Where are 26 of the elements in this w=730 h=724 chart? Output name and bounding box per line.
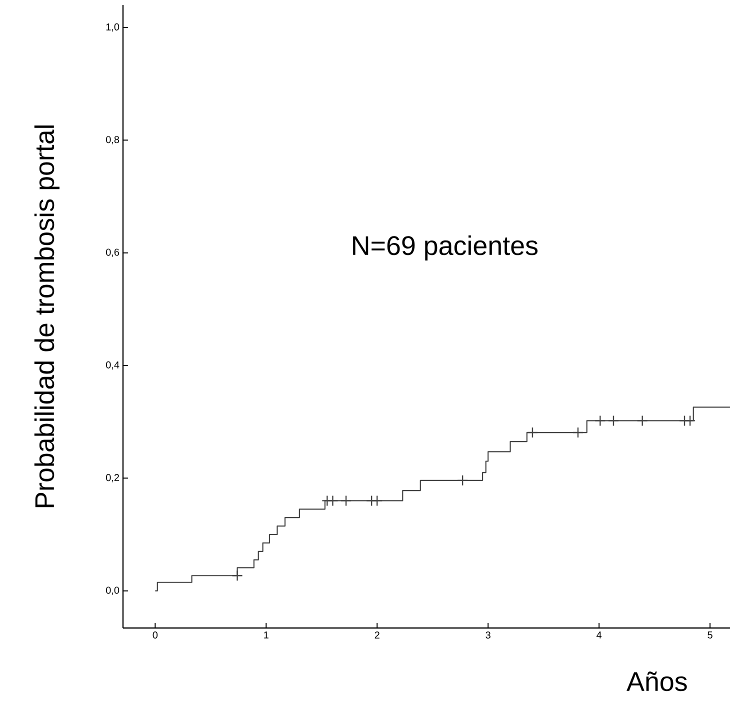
point	[232, 570, 243, 582]
y-tick-label: 1,0	[106, 23, 120, 32]
x-axis-title: Años	[626, 672, 687, 692]
y-axis-title: Probabilidad de trombosis portal	[34, 126, 60, 508]
y-tick-label: 0,8	[106, 136, 120, 144]
y-tick-label: 0,4	[106, 361, 120, 370]
x-tick-label: 4	[596, 632, 602, 638]
point	[327, 495, 338, 506]
x-tick-label: 0	[152, 632, 158, 639]
point	[340, 495, 352, 506]
x-tick-label: 3	[486, 632, 490, 639]
point	[572, 426, 584, 438]
point	[372, 495, 383, 506]
x-tick-label: 5	[708, 632, 712, 638]
point	[456, 474, 468, 486]
point	[636, 415, 648, 426]
point	[684, 415, 696, 426]
y-tick-label: 0,0	[106, 586, 120, 595]
y-tick-label: 0,2	[106, 474, 119, 482]
point	[608, 415, 620, 426]
annotation: N=69 pacientes	[353, 235, 538, 260]
y-tick-label: 0,6	[106, 248, 120, 257]
point	[594, 415, 606, 426]
point	[526, 426, 538, 438]
x-tick-label: 1	[264, 632, 268, 638]
x-tick-label: 2	[374, 632, 380, 638]
